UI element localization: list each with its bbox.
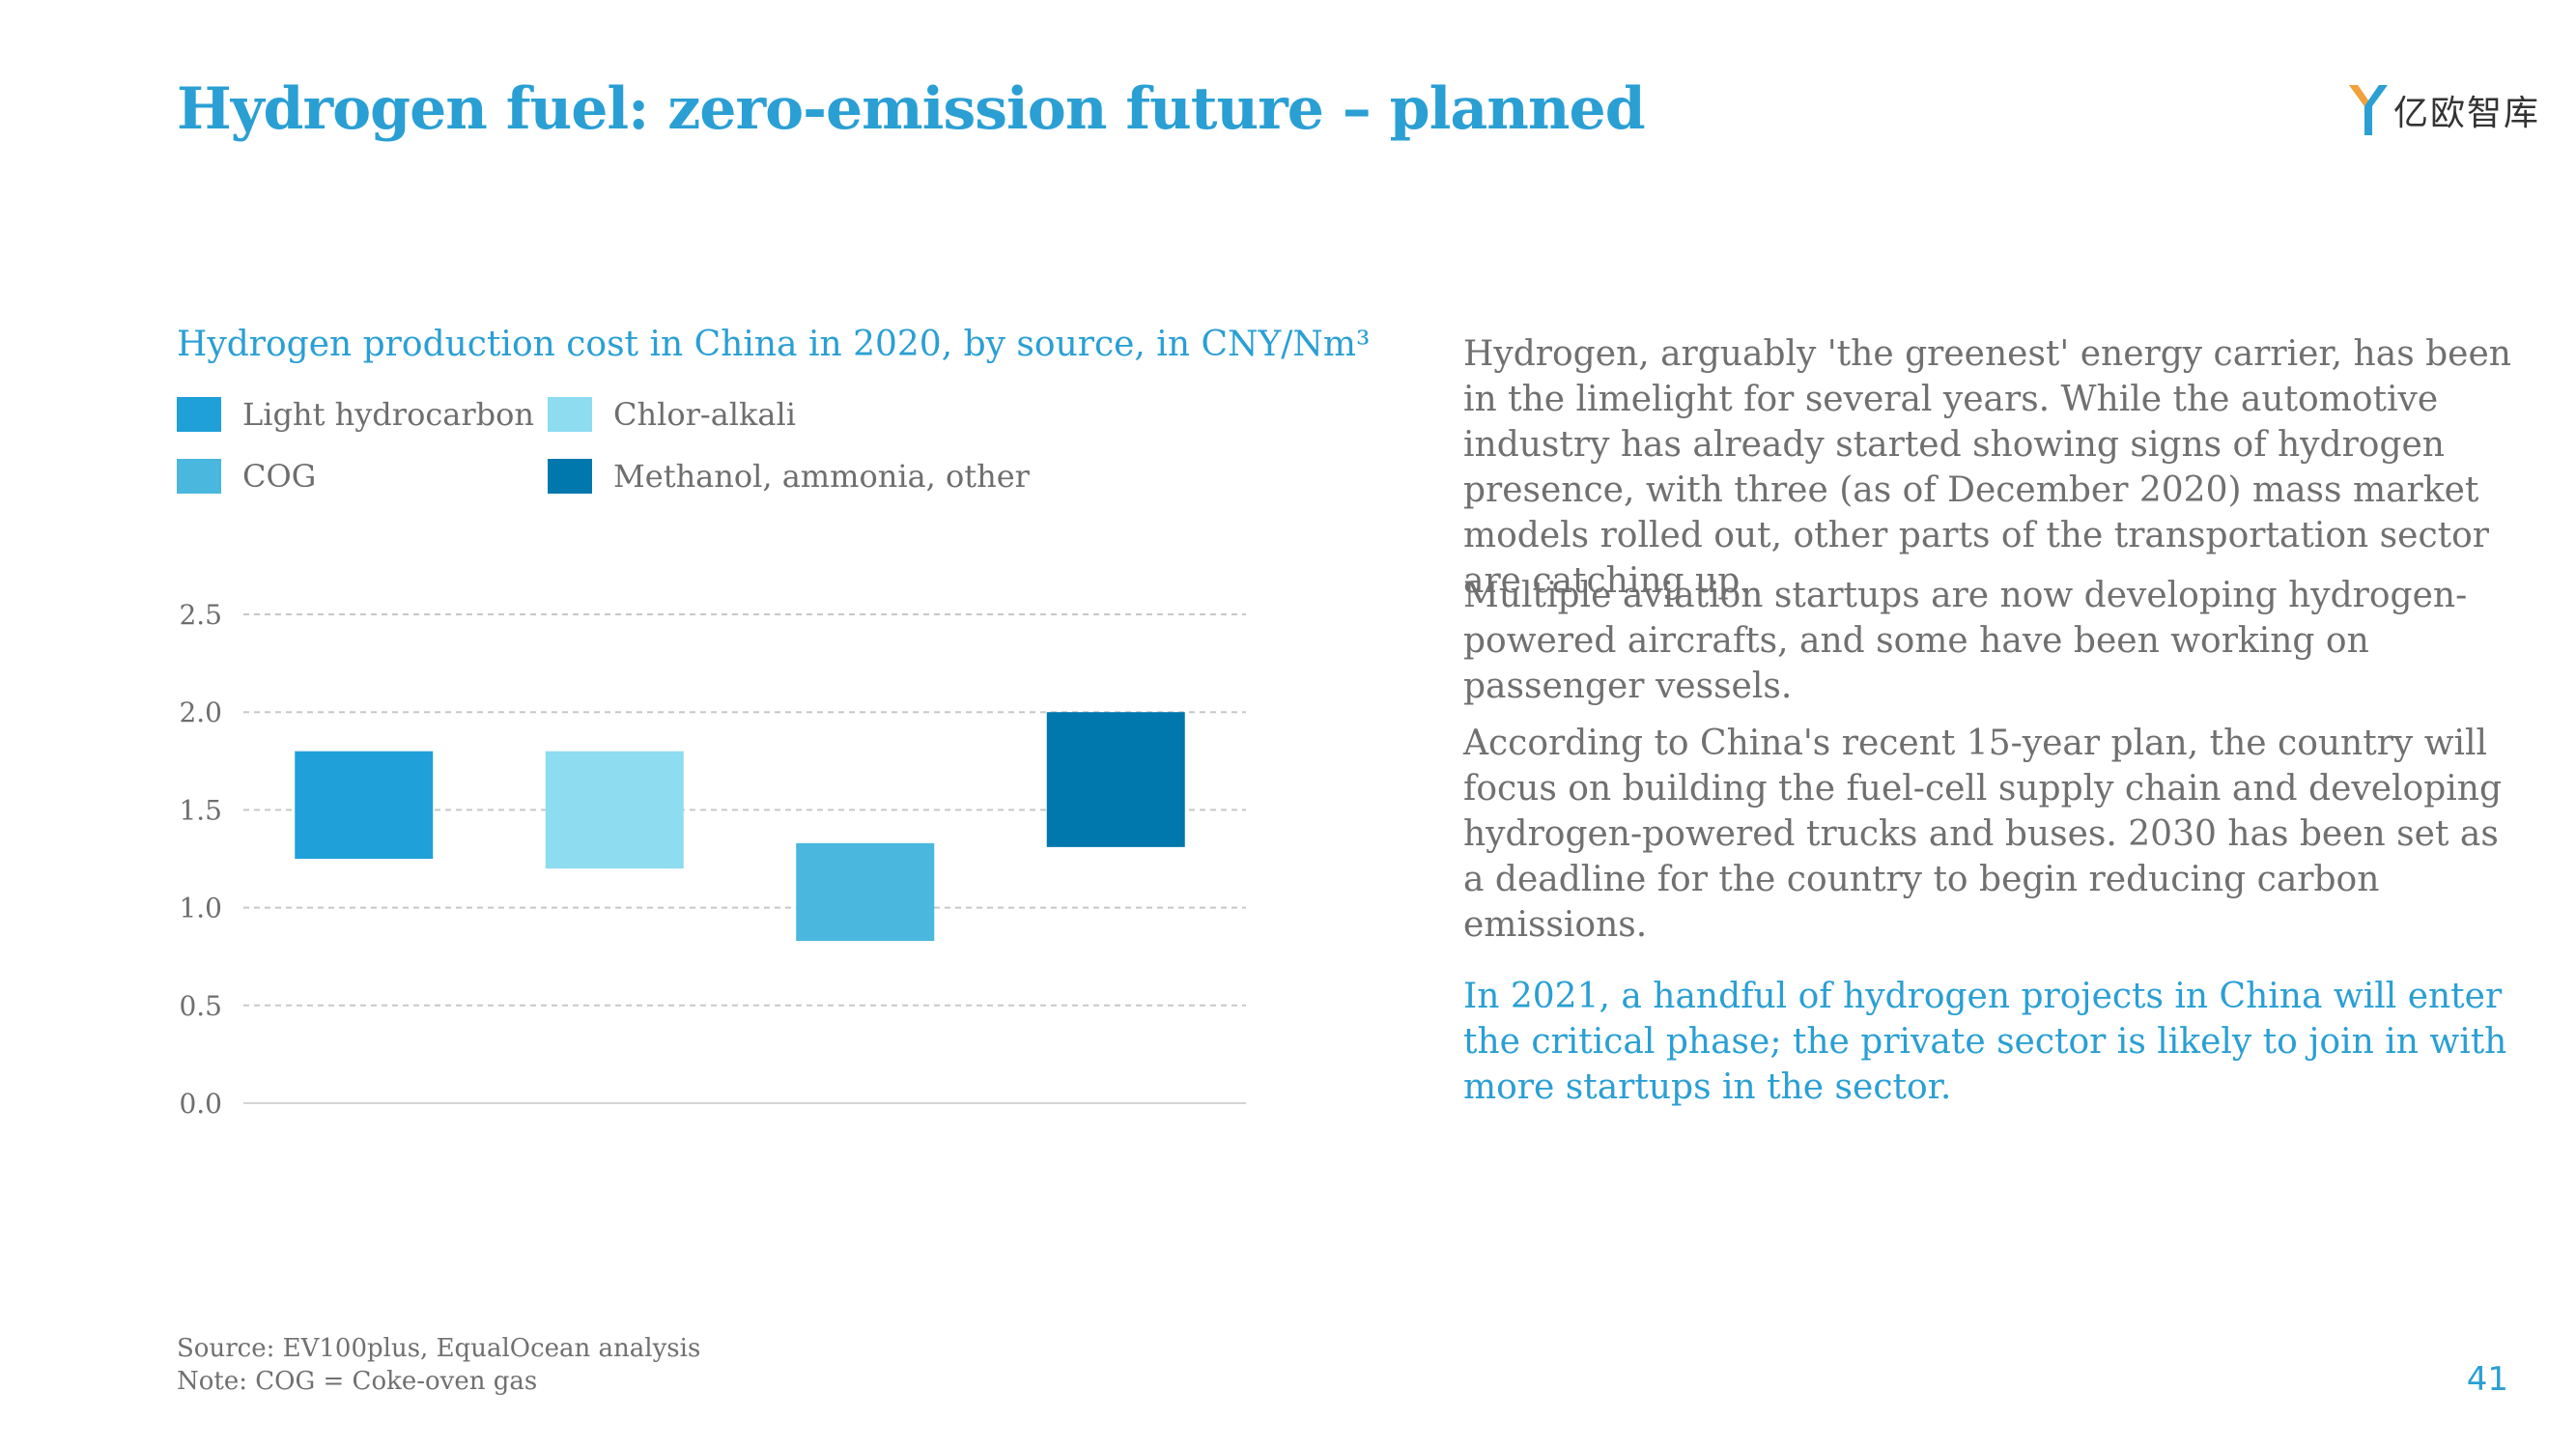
y-tick-label: 2.5 [179,599,222,631]
legend-label: COG [242,458,317,495]
range-bar-chlor-alkali [545,751,684,869]
paragraph-intro: Hydrogen, arguably 'the greenest' energy… [1463,334,2511,601]
range-bar-methanol-ammonia-other [1046,712,1185,847]
page-title: Hydrogen fuel: zero-emission future – pl… [177,75,1646,143]
paragraph-highlight: In 2021, a handful of hydrogen projects … [1463,977,2507,1107]
legend-label: Light hydrocarbon [242,396,534,433]
legend-item-cog: COG [177,458,316,495]
legend-item-light-hydrocarbon: Light hydrocarbon [177,396,534,433]
equalocean-y-logo-icon [2349,85,2388,135]
abbreviation-note: Note: COG = Coke-oven gas [177,1367,538,1396]
legend-item-methanol-ammonia-other: Methanol, ammonia, other [548,458,1030,495]
legend-swatch [177,397,221,432]
legend-label: Methanol, ammonia, other [613,458,1030,495]
chart-title: Hydrogen production cost in China in 202… [177,325,1371,364]
paragraph-aviation: Multiple aviation startups are now devel… [1463,576,2468,706]
legend-swatch [177,459,221,494]
legend-item-chlor-alkali: Chlor-alkali [548,396,796,433]
brand-logo: 亿欧智库 [2347,81,2540,139]
y-tick-label: 0.0 [179,1088,222,1120]
y-tick-label: 1.0 [179,893,222,924]
legend-label: Chlor-alkali [613,396,796,433]
y-tick-label: 1.5 [179,794,222,826]
logo-text: 亿欧智库 [2393,94,2541,133]
range-bar-light-hydrocarbon [295,751,434,859]
page-number: 41 [2466,1360,2508,1399]
range-bar-cog [796,842,935,942]
legend-swatch [548,397,592,432]
source-note: Source: EV100plus, EqualOcean analysis [177,1334,701,1363]
production-cost-chart: 0.0 0.5 1.0 1.5 2.0 2.5 [179,599,1246,1120]
y-tick-label: 0.5 [179,990,222,1022]
paragraph-plan: According to China's recent 15-year plan… [1463,724,2502,945]
y-tick-label: 2.0 [179,696,222,728]
legend-swatch [548,459,592,494]
